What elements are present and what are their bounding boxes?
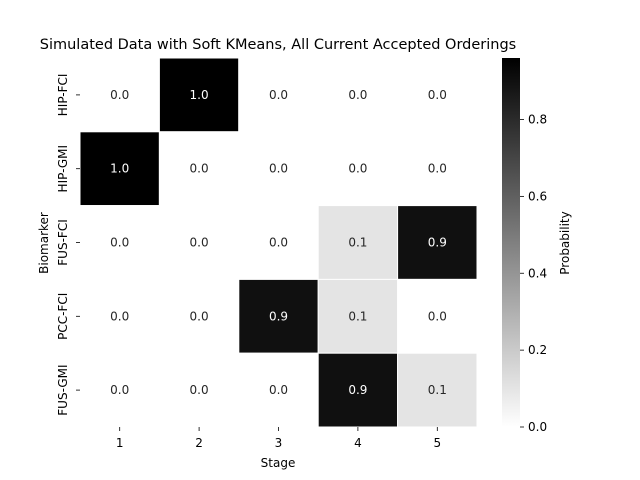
heatmap-cell-label: 0.0 (428, 88, 447, 102)
heatmap-cell-label: 0.0 (110, 236, 129, 250)
heatmap-cell-labels: 0.0 1.0 0.0 0.0 0.0 1.0 0.0 0.0 0.0 0.0 0.0 0.0 0.0 0… (110, 88, 447, 397)
heatmap-cell (238, 352, 319, 428)
heatmap-cell-label: 0.0 (110, 88, 129, 102)
x-tick-label: 4 (354, 436, 362, 450)
colorbar-gradient (502, 58, 520, 427)
heatmap-cell-label: 0.9 (269, 309, 288, 323)
heatmap-cell-label: 0.0 (110, 309, 129, 323)
heatmap-cell-label: 0.9 (348, 383, 367, 397)
chart-title: Simulated Data with Soft KMeans, All Cur… (40, 37, 516, 53)
heatmap-cell-label: 0.0 (269, 88, 288, 102)
colorbar-tick-label: 0.6 (528, 189, 547, 203)
colorbar-label: Probability (558, 211, 572, 274)
heatmap-cell (238, 278, 319, 354)
colorbar-tick-label: 0.2 (528, 343, 547, 357)
heatmap-cell (158, 352, 240, 428)
colorbar-tick-label: 0.0 (528, 420, 547, 434)
heatmap-cell-label: 0.1 (428, 383, 447, 397)
heatmap-cell-label: 0.0 (348, 162, 367, 176)
colorbar-tick-label: 0.4 (528, 266, 547, 280)
heatmap-cell (238, 57, 319, 133)
y-axis-label: Biomarker (37, 212, 51, 274)
heatmap-cell-label: 1.0 (190, 88, 209, 102)
x-tick-label: 2 (195, 436, 203, 450)
heatmap-cell (238, 205, 319, 280)
heatmap-cell (238, 131, 319, 207)
colorbar-tick-label: 0.8 (528, 113, 547, 127)
heatmap-cell-label: 0.1 (348, 236, 367, 250)
heatmap-cell (397, 352, 478, 428)
heatmap-cell-label: 0.0 (190, 162, 209, 176)
x-tick-label: 5 (433, 436, 441, 450)
heatmap-cell (317, 278, 399, 354)
x-axis-label: Stage (261, 456, 296, 470)
y-tick-label: FUS-GMI (56, 364, 70, 415)
y-tick-label: HIP-GMI (56, 145, 70, 193)
heatmap-cell (158, 278, 240, 354)
y-axis: HIP-FCI HIP-GMI FUS-FCI PCC-FCI FUS-GMI (56, 74, 80, 416)
x-tick-label: 1 (116, 436, 124, 450)
heatmap-cell-label: 0.0 (428, 309, 447, 323)
heatmap-cell (317, 205, 399, 280)
heatmap-cell (158, 57, 240, 133)
heatmap-cell (79, 131, 160, 207)
heatmap-cell (79, 57, 160, 133)
heatmap-cell-label: 0.0 (269, 383, 288, 397)
heatmap-cell (317, 57, 399, 133)
x-tick-label: 3 (275, 436, 283, 450)
x-axis: 1 2 3 4 5 (116, 427, 441, 450)
heatmap-cell-label: 0.0 (348, 88, 367, 102)
colorbar: 0.0 0.2 0.4 0.6 0.8 Probability (502, 58, 572, 434)
heatmap-cell (397, 278, 478, 354)
heatmap-cell-label: 0.1 (348, 309, 367, 323)
heatmap-cell (397, 205, 478, 280)
heatmap-cell (158, 205, 240, 280)
heatmap-cell-label: 0.0 (110, 383, 129, 397)
heatmap-cell-label: 0.0 (190, 383, 209, 397)
heatmap-cell-label: 0.0 (269, 162, 288, 176)
heatmap-cell-label: 0.0 (190, 309, 209, 323)
heatmap-cell (79, 352, 160, 428)
heatmap-cell-label: 0.0 (269, 236, 288, 250)
heatmap-cell (397, 131, 478, 207)
y-tick-label: HIP-FCI (56, 74, 70, 117)
y-tick-label: FUS-FCI (56, 219, 70, 265)
heatmap-cell-label: 1.0 (110, 162, 129, 176)
y-tick-label: PCC-FCI (56, 293, 70, 340)
heatmap-cell-label: 0.0 (190, 236, 209, 250)
heatmap-cell (397, 57, 478, 133)
heatmap-cells (79, 57, 478, 428)
heatmap-cell-label: 0.9 (428, 236, 447, 250)
heatmap-cell-label: 0.0 (428, 162, 447, 176)
